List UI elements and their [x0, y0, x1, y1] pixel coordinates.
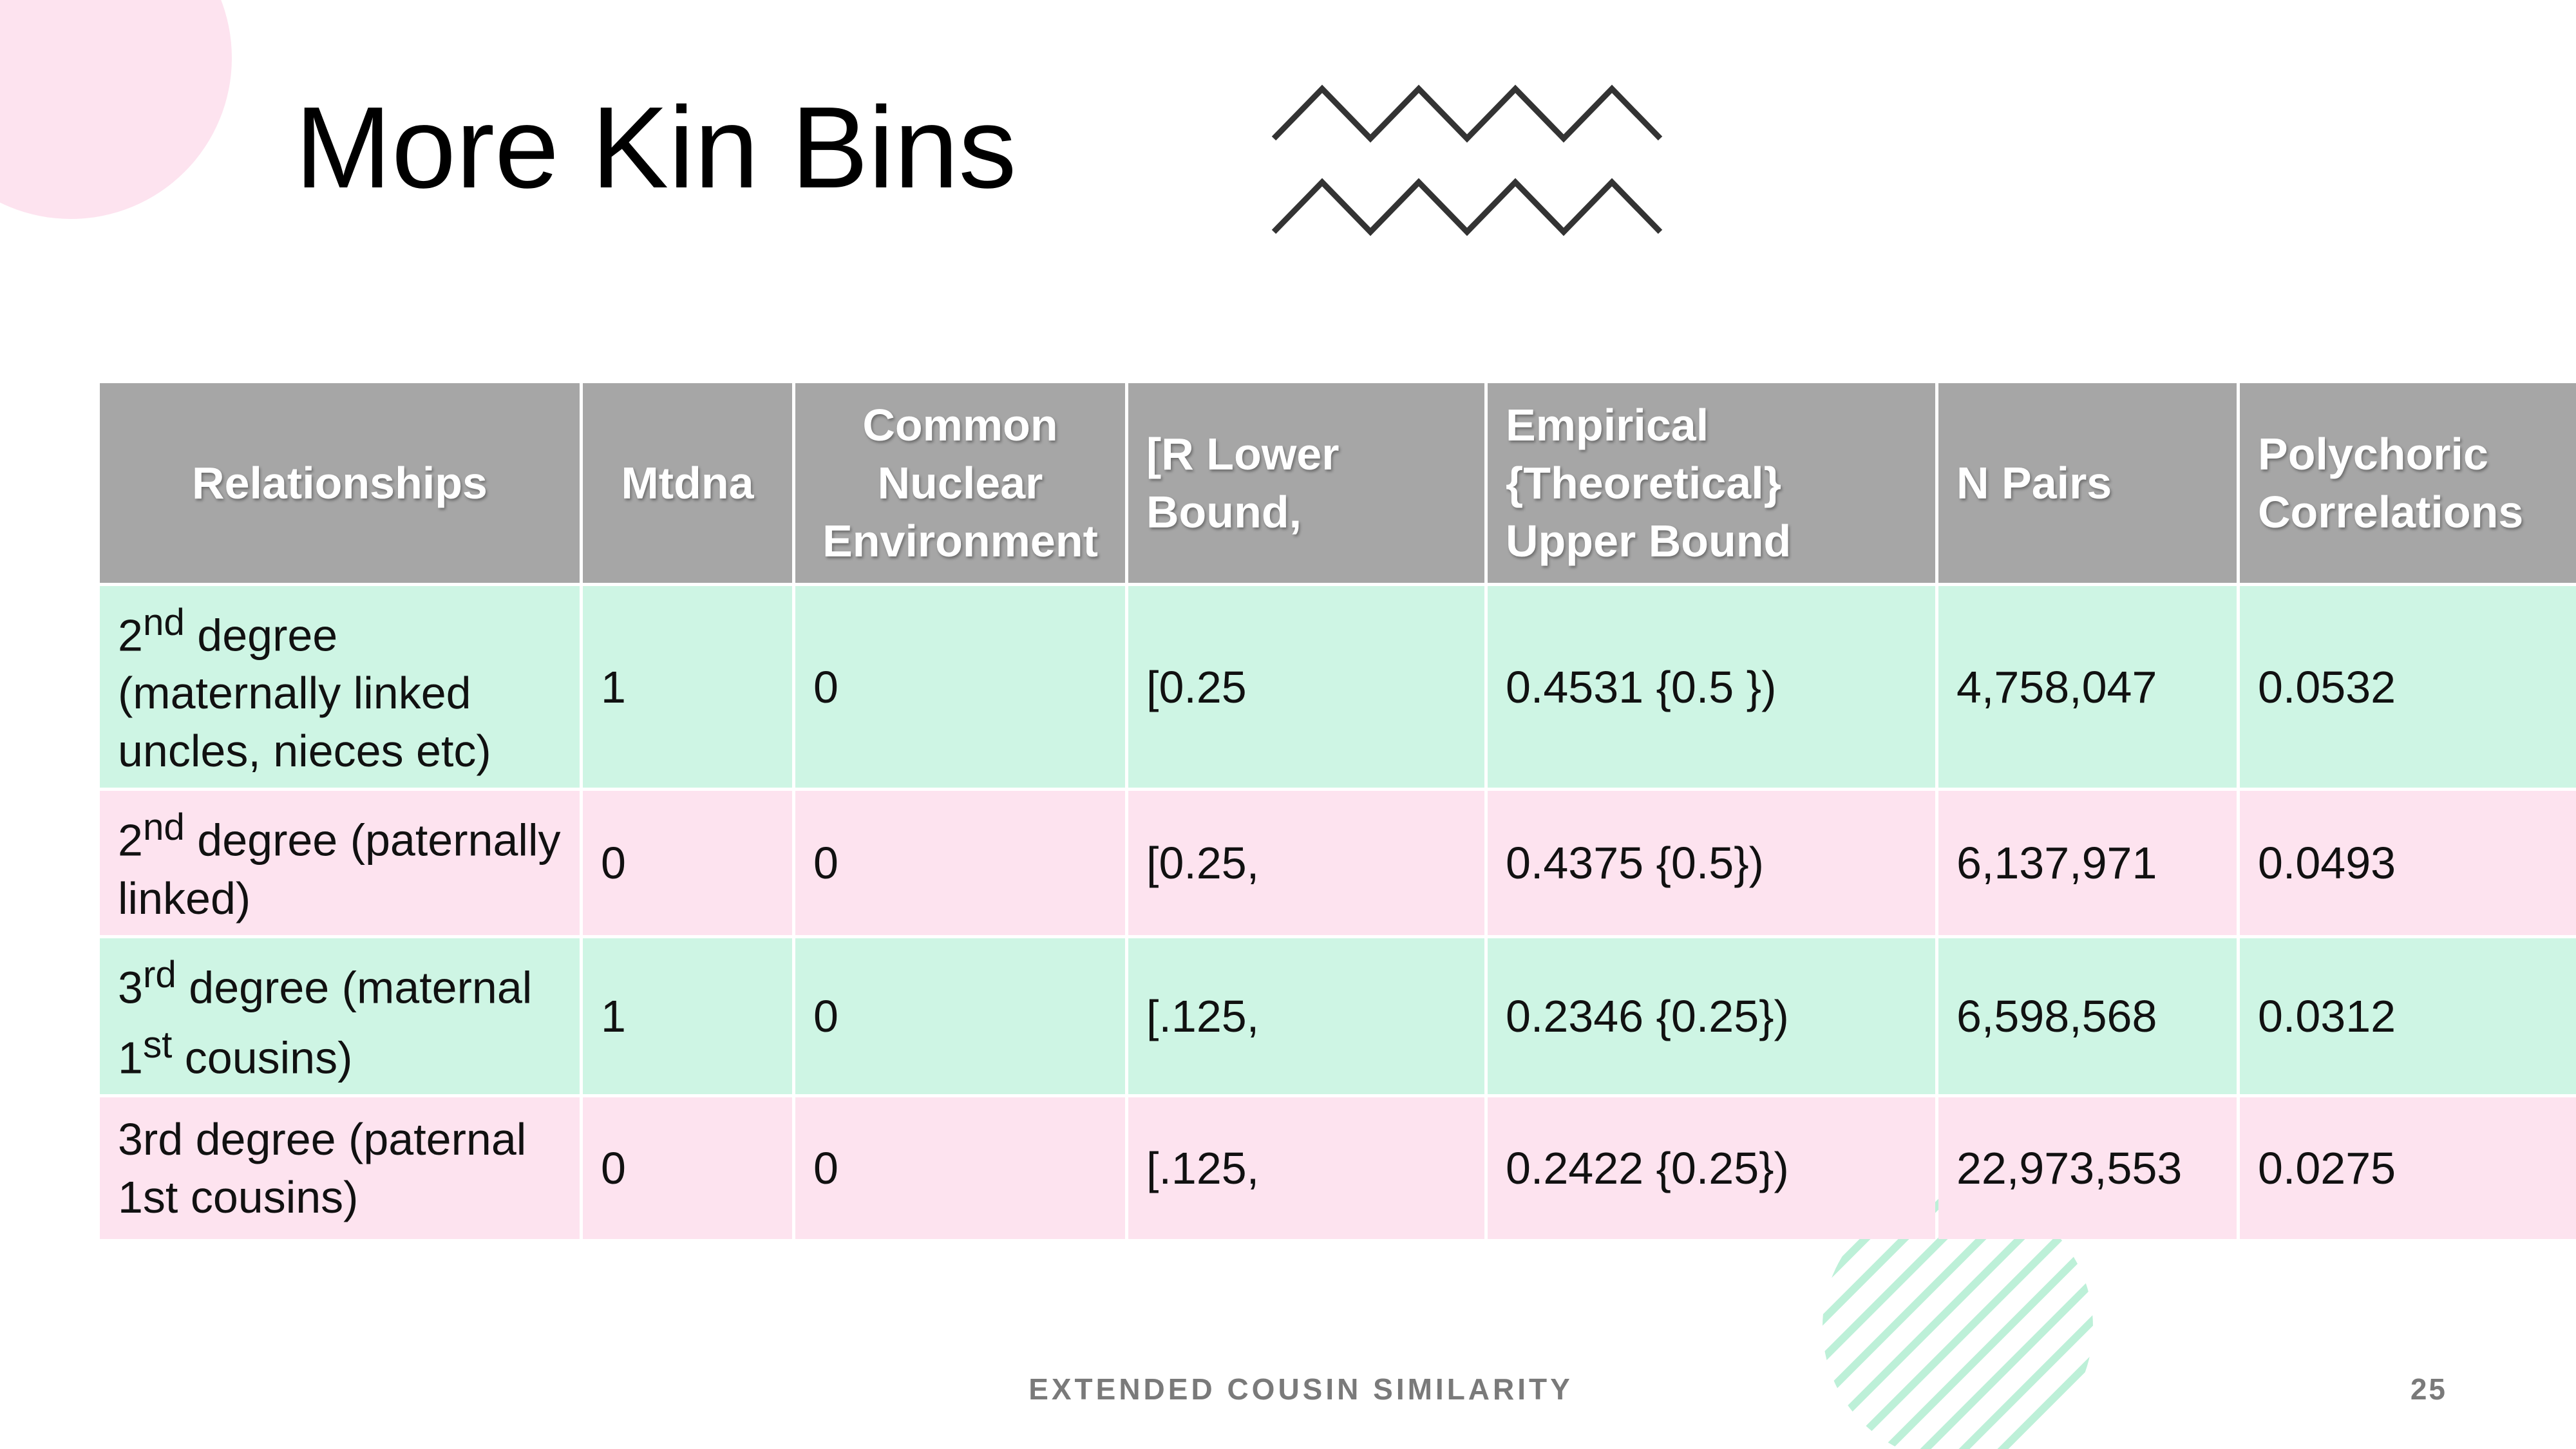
table-header-row: Relationships Mtdna Common Nuclear Envir…: [100, 383, 2576, 583]
table-row: 2nd degree (maternally linked uncles, ni…: [100, 586, 2576, 788]
column-header-common-nuclear-environment: Common Nuclear Environment: [795, 383, 1125, 583]
correlation-cell: 0.0532: [2240, 586, 2576, 788]
column-header-upper-bound: Empirical {Theoretical} Upper Bound: [1488, 383, 1935, 583]
n-pairs-cell: 6,137,971: [1938, 791, 2237, 935]
column-header-lower-bound: [R Lower Bound,: [1128, 383, 1484, 583]
mtdna-cell: 0: [583, 791, 792, 935]
mtdna-cell: 0: [583, 1097, 792, 1240]
column-header-n-pairs: N Pairs: [1938, 383, 2237, 583]
upper-bound-cell: 0.4531 {0.5 }): [1488, 586, 1935, 788]
upper-bound-cell: 0.2422 {0.25}): [1488, 1097, 1935, 1240]
kin-bins-table: Relationships Mtdna Common Nuclear Envir…: [97, 380, 2576, 1242]
table-row: 3rd degree (paternal 1st cousins) 0 0 [.…: [100, 1097, 2576, 1240]
cne-cell: 0: [795, 586, 1125, 788]
page-number: 25: [2410, 1372, 2447, 1406]
cne-cell: 0: [795, 938, 1125, 1095]
corner-circle-decoration: [0, 0, 232, 219]
lower-bound-cell: [0.25,: [1128, 791, 1484, 935]
n-pairs-cell: 22,973,553: [1938, 1097, 2237, 1240]
correlation-cell: 0.0493: [2240, 791, 2576, 935]
lower-bound-cell: [0.25: [1128, 586, 1484, 788]
relationship-cell: 3rd degree (paternal 1st cousins): [100, 1097, 580, 1240]
lower-bound-cell: [.125,: [1128, 938, 1484, 1095]
slide-title: More Kin Bins: [295, 83, 1017, 213]
mtdna-cell: 1: [583, 586, 792, 788]
upper-bound-cell: 0.2346 {0.25}): [1488, 938, 1935, 1095]
hatched-circle-decoration-icon: [1823, 1191, 2093, 1449]
relationship-cell: 3rd degree (maternal 1st cousins): [100, 938, 580, 1095]
slide-footer: EXTENDED COUSIN SIMILARITY: [1028, 1372, 1573, 1406]
column-header-polychoric-correlations: Polychoric Correlations: [2240, 383, 2576, 583]
correlation-cell: 0.0275: [2240, 1097, 2576, 1240]
column-header-mtdna: Mtdna: [583, 383, 792, 583]
n-pairs-cell: 6,598,568: [1938, 938, 2237, 1095]
relationship-cell: 2nd degree (paternally linked): [100, 791, 580, 935]
cne-cell: 0: [795, 1097, 1125, 1240]
column-header-relationships: Relationships: [100, 383, 580, 583]
correlation-cell: 0.0312: [2240, 938, 2576, 1095]
zigzag-decoration-icon: [1271, 84, 1663, 236]
table-row: 2nd degree (paternally linked) 0 0 [0.25…: [100, 791, 2576, 935]
cne-cell: 0: [795, 791, 1125, 935]
relationship-cell: 2nd degree (maternally linked uncles, ni…: [100, 586, 580, 788]
mtdna-cell: 1: [583, 938, 792, 1095]
table-row: 3rd degree (maternal 1st cousins) 1 0 [.…: [100, 938, 2576, 1095]
lower-bound-cell: [.125,: [1128, 1097, 1484, 1240]
n-pairs-cell: 4,758,047: [1938, 586, 2237, 788]
upper-bound-cell: 0.4375 {0.5}): [1488, 791, 1935, 935]
